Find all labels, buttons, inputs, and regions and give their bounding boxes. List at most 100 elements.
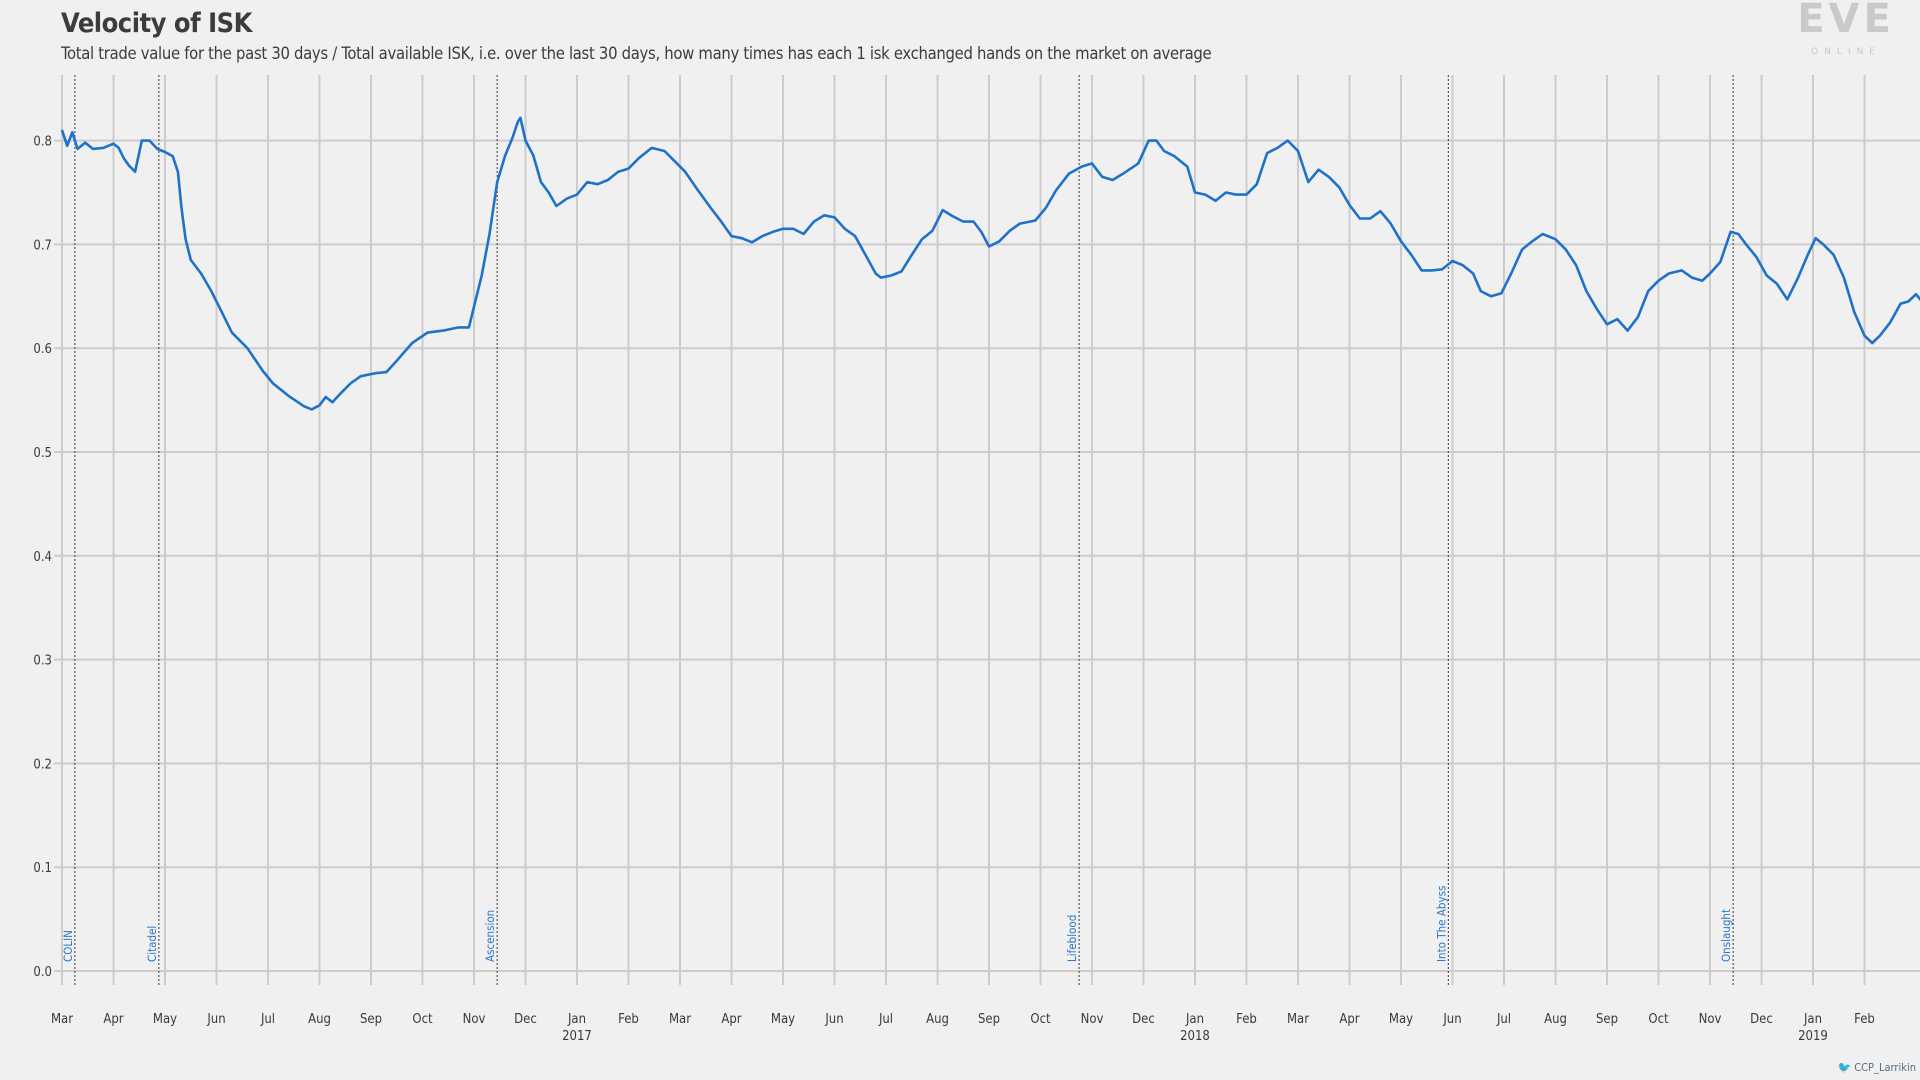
data-point bbox=[1328, 176, 1330, 178]
data-point bbox=[1338, 186, 1340, 188]
y-tick-label: 0.6 bbox=[33, 342, 52, 357]
data-point bbox=[102, 147, 104, 149]
data-point bbox=[511, 136, 514, 139]
data-point bbox=[1009, 230, 1011, 232]
data-point bbox=[803, 233, 805, 235]
data-point bbox=[576, 194, 578, 196]
data-point bbox=[427, 332, 429, 334]
data-point bbox=[741, 237, 743, 239]
data-point bbox=[823, 214, 825, 216]
data-point bbox=[1245, 194, 1248, 196]
data-point bbox=[1755, 256, 1757, 258]
data-point bbox=[517, 121, 519, 123]
data-point bbox=[875, 272, 877, 275]
data-point bbox=[864, 254, 867, 256]
data-point bbox=[942, 209, 944, 211]
x-tick-label: Jun bbox=[824, 1012, 843, 1027]
x-tick-label: Mar bbox=[51, 1012, 73, 1027]
y-tick-label: 0.5 bbox=[33, 446, 52, 461]
data-point bbox=[331, 401, 333, 403]
data-point bbox=[200, 272, 202, 275]
data-point bbox=[1915, 293, 1917, 295]
data-point bbox=[1596, 308, 1598, 310]
data-point bbox=[210, 290, 212, 292]
event-label: Onslaught bbox=[1719, 909, 1733, 962]
x-tick-label: Feb bbox=[1236, 1012, 1257, 1027]
x-tick-label: Aug bbox=[308, 1012, 331, 1027]
data-point bbox=[921, 238, 923, 240]
x-tick-label: Jul bbox=[878, 1012, 893, 1027]
data-point bbox=[1822, 243, 1824, 245]
data-point bbox=[1163, 150, 1165, 152]
data-point bbox=[360, 375, 362, 377]
data-point bbox=[71, 131, 73, 133]
y-axis-ticks: 0.0 0.1 0.2 0.3 0.4 0.5 0.6 0.7 0.8 bbox=[33, 135, 52, 980]
data-point bbox=[1307, 181, 1309, 183]
x-tick-label: Sep bbox=[978, 1012, 1000, 1027]
chart-title: Velocity of ISK bbox=[61, 8, 252, 39]
data-point bbox=[118, 147, 120, 149]
x-year-label: 2018 bbox=[1180, 1029, 1210, 1044]
x-tick-label: Feb bbox=[1854, 1012, 1875, 1027]
data-point bbox=[496, 181, 498, 183]
data-point bbox=[1585, 290, 1587, 292]
event-label: Ascension bbox=[483, 910, 497, 962]
x-tick-label: May bbox=[771, 1012, 795, 1027]
data-point bbox=[720, 221, 722, 223]
data-point bbox=[272, 382, 274, 385]
data-point bbox=[76, 148, 79, 150]
x-tick-label: Feb bbox=[618, 1012, 639, 1027]
x-tick-label: Jun bbox=[1442, 1012, 1461, 1027]
data-point bbox=[1833, 254, 1835, 256]
data-point bbox=[396, 360, 398, 362]
data-point bbox=[998, 240, 1000, 242]
data-point bbox=[141, 140, 143, 142]
data-point bbox=[761, 235, 764, 237]
data-point bbox=[246, 347, 248, 349]
data-point bbox=[1287, 140, 1289, 142]
data-point bbox=[1400, 240, 1402, 242]
data-point bbox=[710, 207, 712, 209]
data-point bbox=[1359, 217, 1361, 220]
x-tick-label: Oct bbox=[1030, 1012, 1051, 1027]
data-point bbox=[1101, 176, 1103, 178]
data-point bbox=[488, 233, 491, 235]
data-point bbox=[772, 231, 774, 233]
x-tick-label: Nov bbox=[463, 1012, 486, 1027]
data-point bbox=[442, 330, 444, 332]
data-point bbox=[1148, 140, 1150, 142]
data-point bbox=[473, 306, 475, 308]
data-point bbox=[548, 191, 550, 194]
data-point bbox=[1807, 254, 1809, 256]
twitter-bird-icon: 🐦 bbox=[1837, 1061, 1852, 1074]
data-point bbox=[1681, 269, 1683, 271]
data-point bbox=[1606, 323, 1608, 325]
x-tick-label: Jul bbox=[1496, 1012, 1511, 1027]
data-point bbox=[844, 228, 846, 230]
data-point bbox=[890, 274, 892, 277]
data-point bbox=[1554, 238, 1557, 240]
data-point bbox=[1112, 179, 1114, 181]
data-point bbox=[128, 164, 130, 167]
data-point bbox=[1410, 254, 1412, 256]
x-tick-label: Nov bbox=[1081, 1012, 1104, 1027]
data-point bbox=[1276, 147, 1278, 149]
data-point bbox=[1889, 321, 1891, 323]
y-tick-label: 0.8 bbox=[33, 135, 52, 150]
data-point bbox=[900, 270, 903, 272]
event-label: COLIN bbox=[61, 930, 75, 962]
data-point bbox=[349, 382, 351, 385]
data-point bbox=[1055, 189, 1057, 191]
data-point bbox=[1155, 140, 1157, 142]
data-point bbox=[411, 342, 413, 344]
eve-logo-subtext: ONLINE bbox=[1811, 47, 1881, 57]
data-point bbox=[1616, 318, 1618, 320]
data-point bbox=[555, 205, 558, 207]
data-point bbox=[532, 154, 534, 156]
data-point bbox=[1390, 223, 1392, 225]
data-point bbox=[931, 230, 933, 232]
data-point bbox=[303, 405, 305, 407]
data-point bbox=[1565, 249, 1567, 251]
data-point bbox=[134, 171, 136, 173]
data-point bbox=[972, 221, 975, 223]
